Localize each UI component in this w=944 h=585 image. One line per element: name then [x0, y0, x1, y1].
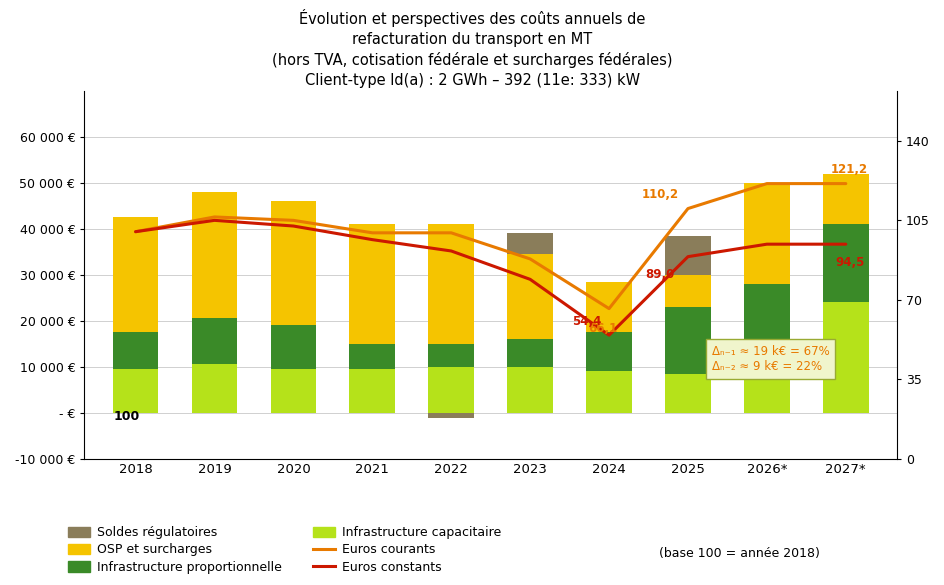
Text: (base 100 = année 2018): (base 100 = année 2018) — [647, 547, 819, 560]
Bar — [192, 318, 237, 364]
Bar — [585, 332, 632, 371]
Bar — [507, 367, 552, 412]
Bar — [192, 192, 237, 318]
Bar — [112, 369, 159, 412]
Bar — [665, 236, 710, 275]
Bar — [743, 284, 789, 367]
Bar — [507, 233, 552, 254]
Bar — [270, 201, 316, 325]
Bar — [112, 332, 159, 369]
Bar — [585, 282, 632, 332]
Bar — [428, 367, 474, 412]
Text: 100: 100 — [113, 410, 140, 424]
Bar — [507, 254, 552, 339]
Bar — [112, 218, 159, 332]
Bar — [192, 364, 237, 412]
Bar — [428, 344, 474, 367]
Bar — [270, 325, 316, 369]
Text: 66,1: 66,1 — [587, 322, 616, 335]
Bar — [665, 275, 710, 307]
Bar — [270, 369, 316, 412]
Bar — [349, 224, 395, 344]
Text: 121,2: 121,2 — [831, 163, 868, 176]
Text: 89,0: 89,0 — [645, 268, 674, 281]
Bar — [822, 174, 868, 224]
Bar — [743, 367, 789, 412]
Bar — [822, 224, 868, 302]
Bar — [822, 302, 868, 412]
Bar — [428, 412, 474, 418]
Bar — [743, 183, 789, 284]
Text: 110,2: 110,2 — [641, 188, 678, 201]
Bar — [507, 339, 552, 367]
Bar — [665, 374, 710, 412]
Text: 94,5: 94,5 — [834, 256, 864, 269]
Legend: Soldes régulatoires, OSP et surcharges, Infrastructure proportionnelle, Infrastr: Soldes régulatoires, OSP et surcharges, … — [63, 521, 505, 579]
Bar — [349, 344, 395, 369]
Text: Évolution et perspectives des coûts annuels de
refacturation du transport en MT
: Évolution et perspectives des coûts annu… — [272, 9, 672, 88]
Bar — [349, 369, 395, 412]
Text: Δₙ₋₁ ≈ 19 k€ = 67%
Δₙ₋₂ ≈ 9 k€ = 22%: Δₙ₋₁ ≈ 19 k€ = 67% Δₙ₋₂ ≈ 9 k€ = 22% — [711, 345, 829, 373]
Bar — [585, 371, 632, 412]
Bar — [428, 224, 474, 344]
Bar — [665, 307, 710, 374]
Text: 54,4: 54,4 — [572, 315, 601, 328]
